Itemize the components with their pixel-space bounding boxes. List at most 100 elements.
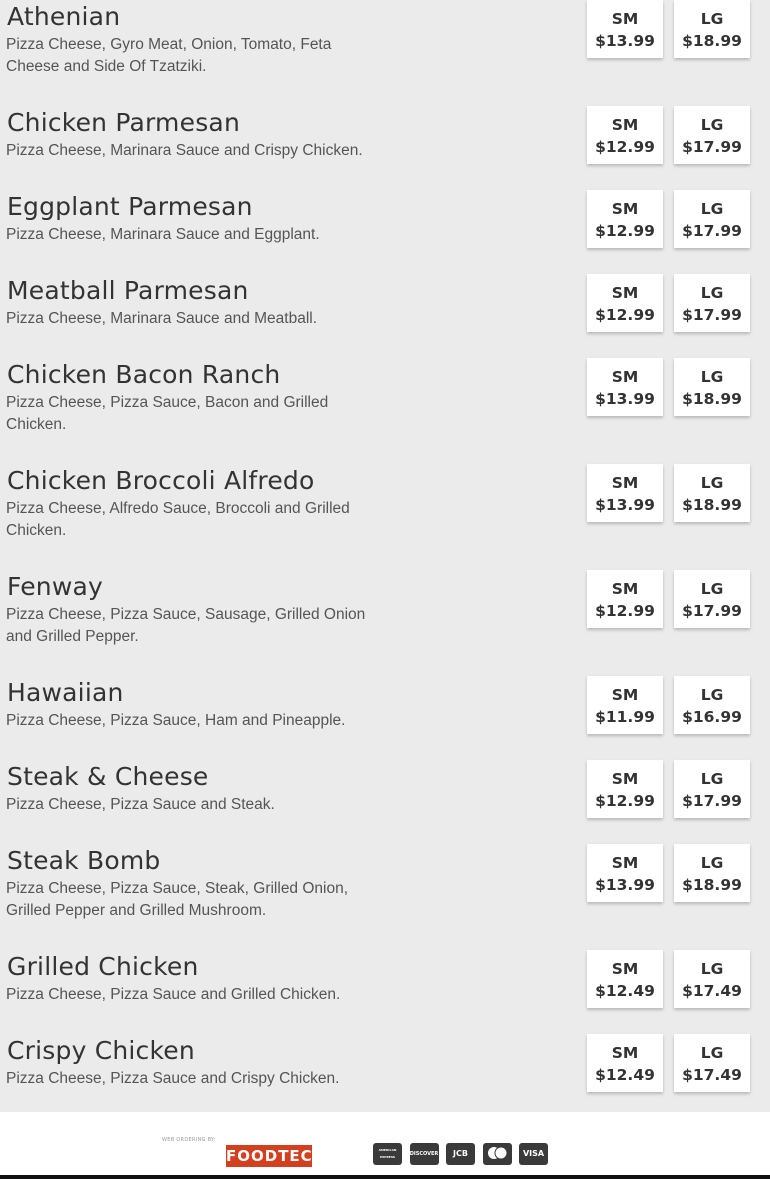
item-name[interactable]: Chicken Bacon Ranch (7, 360, 281, 389)
item-description: Pizza Cheese, Pizza Sauce, Bacon and Gri… (6, 394, 329, 433)
price: $18.99 (682, 496, 742, 514)
item-name[interactable]: Eggplant Parmesan (7, 192, 253, 221)
size-label: SM (611, 474, 639, 492)
size-label: SM (611, 1044, 639, 1062)
mastercard-icon (482, 1143, 512, 1165)
item-name[interactable]: Hawaiian (7, 678, 124, 707)
size-label: SM (611, 770, 639, 788)
size-small-button[interactable]: SM $13.99 (587, 844, 663, 902)
menu-item[interactable]: Grilled Chicken Pizza Cheese, Pizza Sauc… (0, 950, 770, 1034)
item-description: Pizza Cheese, Pizza Sauce, Ham and Pinea… (6, 712, 346, 729)
menu-item[interactable]: Hawaiian Pizza Cheese, Pizza Sauce, Ham … (0, 676, 770, 760)
size-label: SM (611, 200, 639, 218)
item-name[interactable]: Chicken Broccoli Alfredo (7, 466, 315, 495)
size-large-button[interactable]: LG $18.99 (674, 464, 750, 522)
size-label: LG (700, 1044, 724, 1062)
item-name[interactable]: Steak Bomb (7, 846, 161, 875)
size-large-button[interactable]: LG $17.99 (674, 570, 750, 628)
size-large-button[interactable]: LG $17.99 (674, 190, 750, 248)
size-small-button[interactable]: SM $12.49 (587, 950, 663, 1008)
menu-item[interactable]: Crispy Chicken Pizza Cheese, Pizza Sauce… (0, 1034, 770, 1112)
item-name[interactable]: Fenway (7, 572, 103, 601)
price: $13.99 (595, 32, 655, 50)
size-small-button[interactable]: SM $11.99 (587, 676, 663, 734)
size-label: SM (611, 580, 639, 598)
price: $12.49 (595, 982, 655, 1000)
price: $13.99 (595, 496, 655, 514)
size-large-button[interactable]: LG $18.99 (674, 358, 750, 416)
menu-item[interactable]: Chicken Bacon Ranch Pizza Cheese, Pizza … (0, 358, 770, 464)
size-label: SM (611, 854, 639, 872)
item-name[interactable]: Chicken Parmesan (7, 108, 240, 137)
size-label: SM (611, 116, 639, 134)
size-small-button[interactable]: SM $13.99 (587, 0, 663, 58)
size-label: SM (611, 686, 639, 704)
menu-item[interactable]: Steak Bomb Pizza Cheese, Pizza Sauce, St… (0, 844, 770, 950)
price: $17.99 (682, 792, 742, 810)
item-name[interactable]: Grilled Chicken (7, 952, 199, 981)
price: $18.99 (682, 876, 742, 894)
size-small-button[interactable]: SM $12.49 (587, 1034, 663, 1092)
size-small-button[interactable]: SM $12.99 (587, 190, 663, 248)
size-label: SM (611, 960, 639, 978)
price-options: SM $13.99 LG $18.99 (587, 464, 750, 522)
size-label: LG (700, 686, 724, 704)
amex-icon: AMERICAN EXPRESS (373, 1143, 402, 1165)
price-options: SM $11.99 LG $16.99 (587, 676, 750, 734)
price-options: SM $12.99 LG $17.99 (587, 274, 750, 332)
size-large-button[interactable]: LG $17.99 (674, 106, 750, 164)
size-large-button[interactable]: LG $17.99 (674, 760, 750, 818)
menu-list: Athenian Pizza Cheese, Gyro Meat, Onion,… (0, 0, 770, 1112)
price: $12.99 (595, 602, 655, 620)
jcb-icon: JCB (446, 1143, 475, 1165)
item-description: Pizza Cheese, Marinara Sauce and Crispy … (6, 142, 363, 159)
size-small-button[interactable]: SM $13.99 (587, 464, 663, 522)
price-options: SM $13.99 LG $18.99 (587, 844, 750, 902)
size-large-button[interactable]: LG $18.99 (674, 844, 750, 902)
price: $17.99 (682, 222, 742, 240)
item-description: Pizza Cheese, Marinara Sauce and Eggplan… (6, 226, 320, 243)
menu-item[interactable]: Meatball Parmesan Pizza Cheese, Marinara… (0, 274, 770, 358)
price-options: SM $12.99 LG $17.99 (587, 570, 750, 628)
price: $12.99 (595, 306, 655, 324)
item-name[interactable]: Crispy Chicken (7, 1036, 195, 1065)
price: $12.99 (595, 138, 655, 156)
item-description: Pizza Cheese, Alfredo Sauce, Broccoli an… (6, 500, 350, 539)
price: $12.99 (595, 222, 655, 240)
menu-item[interactable]: Steak & Cheese Pizza Cheese, Pizza Sauce… (0, 760, 770, 844)
item-description: Pizza Cheese, Pizza Sauce, Sausage, Gril… (6, 606, 366, 645)
item-name[interactable]: Steak & Cheese (7, 762, 209, 791)
size-small-button[interactable]: SM $12.99 (587, 106, 663, 164)
size-small-button[interactable]: SM $13.99 (587, 358, 663, 416)
menu-item[interactable]: Athenian Pizza Cheese, Gyro Meat, Onion,… (0, 0, 770, 106)
size-large-button[interactable]: LG $17.99 (674, 274, 750, 332)
price-options: SM $12.49 LG $17.49 (587, 1034, 750, 1092)
size-small-button[interactable]: SM $12.99 (587, 760, 663, 818)
size-label: LG (700, 10, 724, 28)
size-label: LG (700, 854, 724, 872)
item-description: Pizza Cheese, Pizza Sauce and Crispy Chi… (6, 1070, 340, 1087)
size-small-button[interactable]: SM $12.99 (587, 274, 663, 332)
size-label: LG (700, 474, 724, 492)
item-description: Pizza Cheese, Pizza Sauce and Grilled Ch… (6, 986, 341, 1003)
size-large-button[interactable]: LG $17.49 (674, 1034, 750, 1092)
size-large-button[interactable]: LG $16.99 (674, 676, 750, 734)
menu-item[interactable]: Chicken Broccoli Alfredo Pizza Cheese, A… (0, 464, 770, 570)
size-large-button[interactable]: LG $18.99 (674, 0, 750, 58)
menu-item[interactable]: Chicken Parmesan Pizza Cheese, Marinara … (0, 106, 770, 190)
menu-item[interactable]: Fenway Pizza Cheese, Pizza Sauce, Sausag… (0, 570, 770, 676)
menu-item[interactable]: Eggplant Parmesan Pizza Cheese, Marinara… (0, 190, 770, 274)
footer: WEB ORDERING BY: FOODTEC AMERICAN EXPRES… (0, 1112, 770, 1175)
discover-icon: DISCOVER (409, 1143, 439, 1165)
price: $17.49 (682, 1066, 742, 1084)
price-options: SM $12.99 LG $17.99 (587, 190, 750, 248)
price: $17.49 (682, 982, 742, 1000)
price-options: SM $12.99 LG $17.99 (587, 106, 750, 164)
item-name[interactable]: Athenian (7, 2, 121, 31)
size-label: LG (700, 368, 724, 386)
foodtec-logo[interactable]: FOODTEC (226, 1145, 313, 1167)
item-name[interactable]: Meatball Parmesan (7, 276, 249, 305)
size-large-button[interactable]: LG $17.49 (674, 950, 750, 1008)
item-description: Pizza Cheese, Pizza Sauce and Steak. (6, 796, 275, 813)
size-small-button[interactable]: SM $12.99 (587, 570, 663, 628)
